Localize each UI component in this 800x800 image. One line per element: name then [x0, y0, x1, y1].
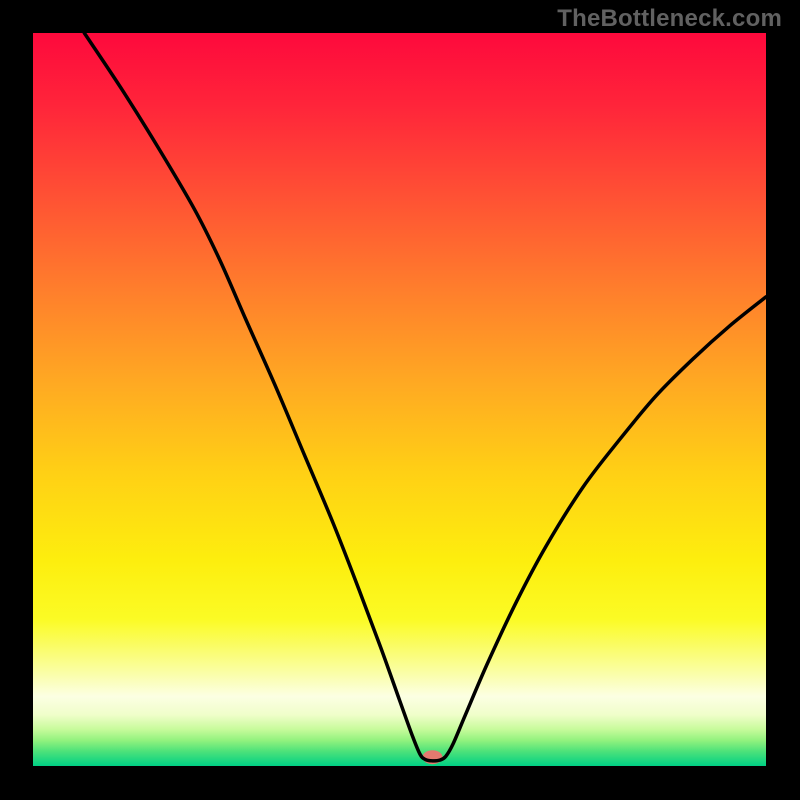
- plot-background: [33, 33, 766, 766]
- bottleneck-plot: [0, 0, 800, 800]
